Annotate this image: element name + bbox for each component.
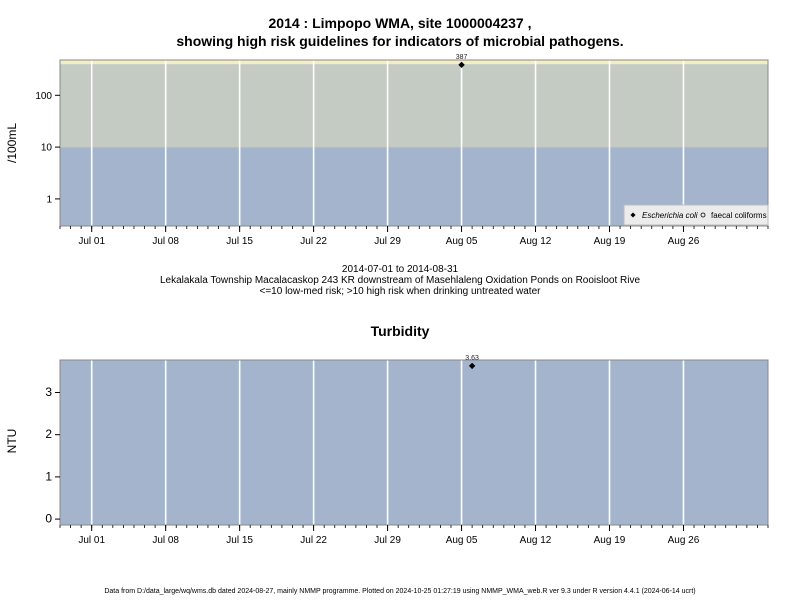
x-tick-label: Aug 05 — [446, 236, 478, 247]
turbidity-chart: 0 1 2 3 Jul 01 Jul 08 Jul 15 Jul 22 Jul 29 Aug 05… — [45, 355, 769, 546]
x-tick-label: Aug 12 — [520, 236, 552, 247]
y-tick-label: 1 — [46, 194, 52, 205]
plot-background — [60, 360, 768, 525]
x-tick-label: Aug 19 — [594, 535, 626, 546]
caption-date-range: 2014-07-01 to 2014-08-31 — [341, 264, 459, 275]
data-point — [458, 61, 465, 69]
x-tick-label: Jul 15 — [226, 535, 253, 546]
plot-frame — [59, 359, 769, 526]
x-tick-label: Aug 12 — [520, 535, 552, 546]
legend-label-ecoli: Escherichia coli — [642, 211, 698, 220]
x-tick-label: Jul 01 — [78, 535, 105, 546]
data-label: 3.63 — [465, 355, 479, 362]
legend: Escherichia coli faecal coliforms — [623, 204, 769, 226]
x-tick-label: Aug 26 — [668, 236, 700, 247]
x-tick-label: Jul 22 — [300, 236, 327, 247]
y-axis-label-microbial: /100mL — [5, 122, 19, 163]
risk-band-2 — [60, 60, 768, 65]
chart-title-line2: showing high risk guidelines for indicat… — [176, 33, 624, 49]
caption-site-description: Lekalakala Township Macalacaskop 243 KR … — [159, 275, 641, 286]
caption-risk-note: <=10 low-med risk; >10 high risk when dr… — [259, 286, 541, 297]
footer-note: Data from D:/data_large/wq/wms.db dated … — [104, 588, 696, 595]
legend-label-faecal: faecal coliforms — [711, 211, 767, 220]
microbial-chart: 1 10 100 Jul 01 Jul 08 Jul 15 Jul 22 Jul 29 Aug … — [35, 54, 769, 247]
x-tick-label: Jul 29 — [374, 535, 401, 546]
y-tick-label: 3 — [45, 385, 52, 399]
y-tick-label: 100 — [35, 91, 52, 102]
chart-caption: 2014-07-01 to 2014-08-31 Lekalakala Town… — [0, 264, 800, 297]
legend-box — [623, 204, 769, 226]
turbidity-title: Turbidity — [370, 323, 430, 339]
y-tick-label: 10 — [41, 143, 53, 154]
x-tick-label: Jul 08 — [152, 535, 179, 546]
x-tick-label: Jul 15 — [226, 236, 253, 247]
data-point — [468, 362, 476, 370]
chart-title: 2014 : Limpopo WMA, site 1000004237 , sh… — [0, 14, 800, 50]
y-tick-label: 1 — [45, 469, 52, 483]
x-tick-label: Aug 05 — [446, 535, 478, 546]
y-tick-label: 2 — [45, 427, 52, 441]
x-tick-label: Jul 08 — [152, 236, 179, 247]
x-tick-label: Aug 19 — [594, 236, 626, 247]
plot-frame — [59, 59, 769, 227]
x-tick-label: Aug 26 — [668, 535, 700, 546]
y-axis-label-turbidity: NTU — [5, 428, 19, 454]
y-tick-label: 0 — [45, 512, 52, 526]
risk-band-1 — [60, 64, 768, 148]
x-tick-label: Jul 29 — [374, 236, 401, 247]
x-tick-label: Jul 22 — [300, 535, 327, 546]
chart-title-line1: 2014 : Limpopo WMA, site 1000004237 , — [268, 15, 532, 31]
data-label: 387 — [456, 54, 468, 61]
legend-marker-ecoli — [630, 212, 636, 218]
legend-marker-faecal — [700, 212, 706, 218]
x-tick-label: Jul 01 — [78, 236, 105, 247]
